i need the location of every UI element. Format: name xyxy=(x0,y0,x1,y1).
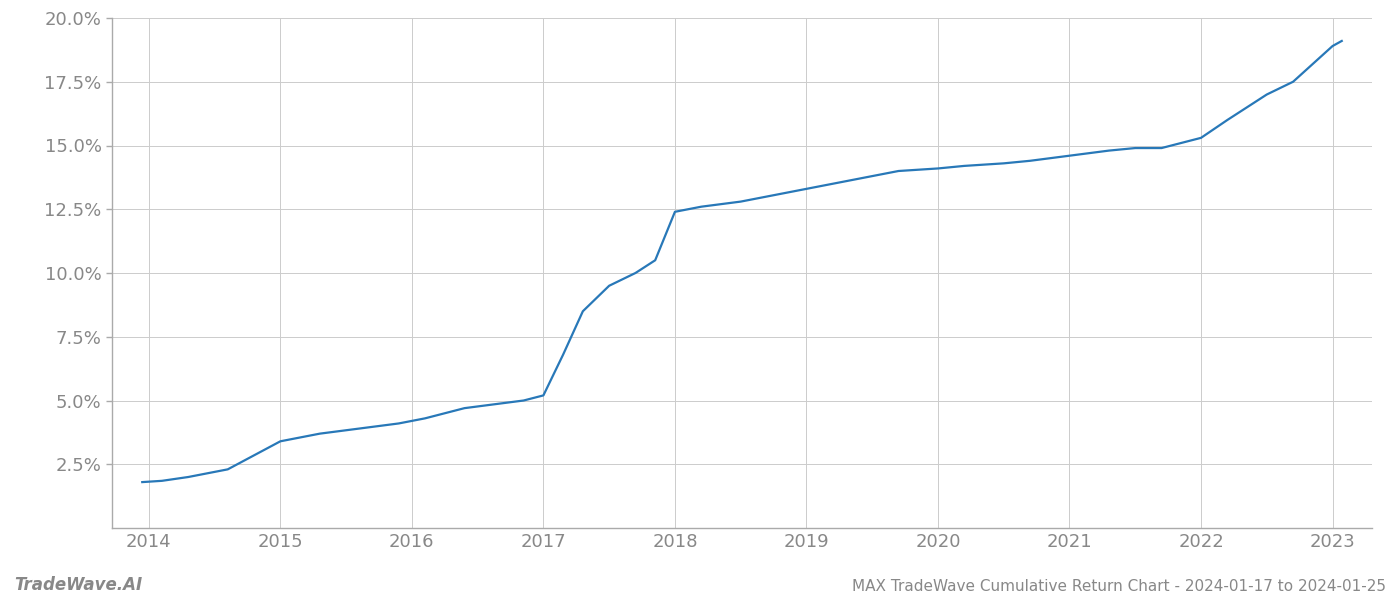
Text: TradeWave.AI: TradeWave.AI xyxy=(14,576,143,594)
Text: MAX TradeWave Cumulative Return Chart - 2024-01-17 to 2024-01-25: MAX TradeWave Cumulative Return Chart - … xyxy=(853,579,1386,594)
